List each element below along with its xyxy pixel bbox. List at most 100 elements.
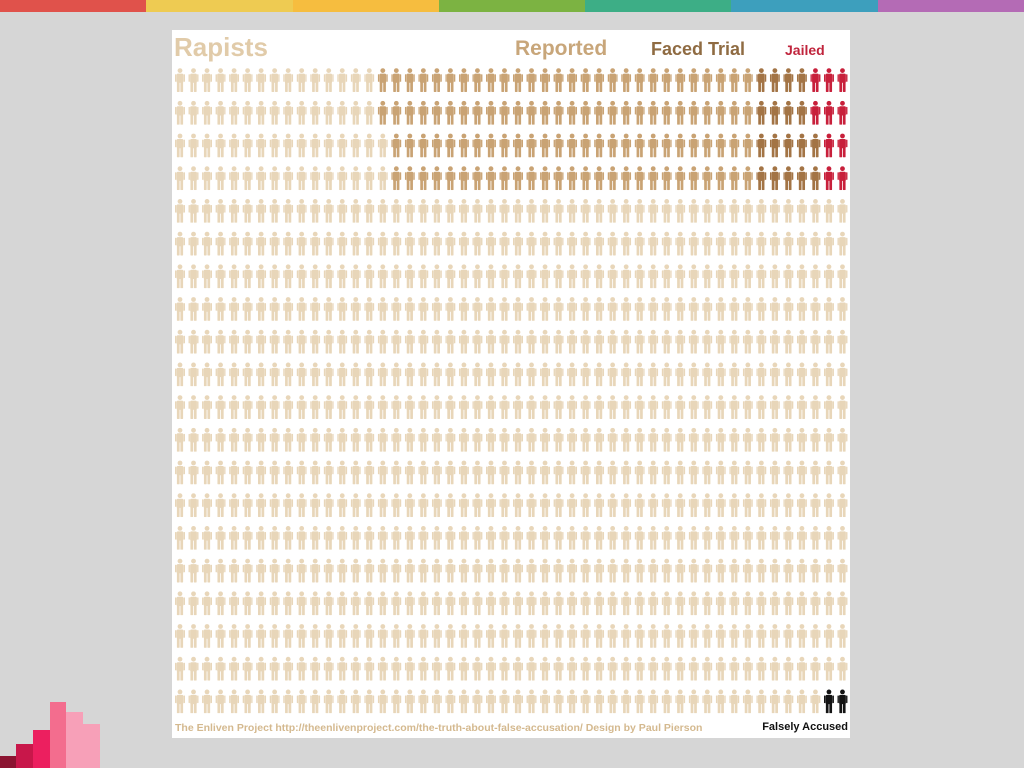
person-icon-rapists bbox=[202, 493, 213, 518]
person-icon-rapists bbox=[215, 558, 226, 583]
person-icon-rapists bbox=[472, 656, 483, 681]
person-icon-rapists bbox=[391, 558, 402, 583]
person-icon-rapists bbox=[431, 493, 442, 518]
person-icon-rapists bbox=[823, 526, 834, 550]
person-icon-rapists bbox=[364, 133, 375, 158]
person-icon-rapists bbox=[296, 427, 307, 452]
person-icon-rapists bbox=[242, 656, 253, 681]
person-icon-reported bbox=[499, 68, 510, 92]
person-icon-rapists bbox=[567, 297, 578, 321]
person-icon-rapists bbox=[810, 329, 821, 354]
person-icon-rapists bbox=[661, 526, 672, 550]
person-icon-rapists bbox=[256, 199, 267, 223]
person-icon-faced-trial bbox=[769, 100, 780, 125]
person-icon-jailed bbox=[823, 166, 834, 191]
person-icon-rapists bbox=[742, 362, 753, 387]
person-icon-rapists bbox=[499, 591, 510, 616]
person-icon-rapists bbox=[553, 362, 564, 387]
person-icon-rapists bbox=[729, 689, 740, 714]
person-icon-rapists bbox=[377, 493, 388, 518]
person-icon-rapists bbox=[688, 329, 699, 354]
person-icon-rapists bbox=[323, 689, 334, 714]
person-icon-rapists bbox=[621, 199, 632, 223]
person-icon-rapists bbox=[350, 460, 361, 485]
person-icon-rapists bbox=[756, 656, 767, 681]
person-icon-rapists bbox=[350, 362, 361, 387]
person-icon-rapists bbox=[175, 395, 185, 419]
person-icon-rapists bbox=[702, 624, 713, 648]
person-icon-reported bbox=[499, 133, 510, 158]
person-icon-rapists bbox=[729, 395, 740, 419]
person-icon-rapists bbox=[215, 591, 226, 616]
person-icon-rapists bbox=[675, 427, 686, 452]
person-icon-rapists bbox=[499, 427, 510, 452]
person-icon-rapists bbox=[418, 460, 429, 485]
person-icon-rapists bbox=[391, 656, 402, 681]
person-icon-rapists bbox=[256, 591, 267, 616]
person-icon-rapists bbox=[823, 460, 834, 485]
person-icon-rapists bbox=[175, 166, 185, 191]
person-icon-rapists bbox=[513, 460, 523, 485]
person-icon-rapists bbox=[229, 100, 240, 125]
person-icon-rapists bbox=[715, 460, 726, 485]
person-icon-faced-trial bbox=[796, 166, 807, 191]
person-icon-rapists bbox=[229, 656, 240, 681]
person-icon-reported bbox=[445, 133, 456, 158]
person-icon-rapists bbox=[391, 460, 402, 485]
person-icon-rapists bbox=[229, 493, 240, 518]
person-icon-rapists bbox=[715, 526, 726, 550]
person-icon-rapists bbox=[364, 689, 375, 714]
person-icon-rapists bbox=[296, 100, 307, 125]
person-icon-reported bbox=[526, 100, 537, 125]
person-icon-rapists bbox=[337, 264, 348, 289]
person-icon-rapists bbox=[580, 427, 591, 452]
person-icon-rapists bbox=[337, 133, 348, 158]
person-icon-rapists bbox=[350, 395, 361, 419]
person-icon-rapists bbox=[202, 329, 213, 354]
person-icon-rapists bbox=[188, 329, 199, 354]
person-icon-rapists bbox=[580, 329, 591, 354]
person-icon-rapists bbox=[229, 166, 240, 191]
person-icon-rapists bbox=[783, 199, 794, 223]
person-icon-rapists bbox=[445, 297, 456, 321]
person-icon-rapists bbox=[404, 656, 415, 681]
person-icon-rapists bbox=[499, 624, 510, 648]
person-icon-rapists bbox=[594, 231, 605, 256]
person-icon-rapists bbox=[472, 329, 483, 354]
person-icon-rapists bbox=[337, 689, 348, 714]
person-icon-rapists bbox=[404, 231, 415, 256]
person-icon-rapists bbox=[310, 427, 321, 452]
person-icon-rapists bbox=[594, 199, 605, 223]
brand-logo-bars bbox=[0, 702, 100, 768]
label-jailed: Jailed bbox=[785, 42, 825, 58]
person-icon-reported bbox=[391, 133, 402, 158]
person-icon-rapists bbox=[350, 329, 361, 354]
person-icon-rapists bbox=[175, 427, 185, 452]
person-icon-rapists bbox=[242, 133, 253, 158]
person-icon-rapists bbox=[337, 68, 348, 92]
person-icon-rapists bbox=[742, 689, 753, 714]
person-icon-rapists bbox=[553, 231, 564, 256]
person-icon-rapists bbox=[837, 624, 848, 648]
person-icon-rapists bbox=[810, 526, 821, 550]
person-icon-rapists bbox=[310, 656, 321, 681]
person-icon-rapists bbox=[756, 297, 767, 321]
person-icon-rapists bbox=[175, 297, 185, 321]
person-icon-rapists bbox=[540, 395, 551, 419]
person-icon-rapists bbox=[756, 329, 767, 354]
person-icon-rapists bbox=[513, 558, 523, 583]
person-icon-rapists bbox=[634, 526, 645, 550]
person-icon-rapists bbox=[269, 689, 280, 714]
person-icon-rapists bbox=[783, 264, 794, 289]
person-icon-rapists bbox=[175, 624, 185, 648]
person-icon-rapists bbox=[364, 362, 375, 387]
person-icon-rapists bbox=[458, 493, 469, 518]
person-icon-rapists bbox=[742, 199, 753, 223]
person-icon-rapists bbox=[648, 526, 659, 550]
person-icon-rapists bbox=[364, 231, 375, 256]
person-icon-rapists bbox=[377, 656, 388, 681]
person-icon-rapists bbox=[837, 526, 848, 550]
person-icon-rapists bbox=[296, 133, 307, 158]
person-icon-reported bbox=[526, 133, 537, 158]
person-icon-rapists bbox=[675, 231, 686, 256]
